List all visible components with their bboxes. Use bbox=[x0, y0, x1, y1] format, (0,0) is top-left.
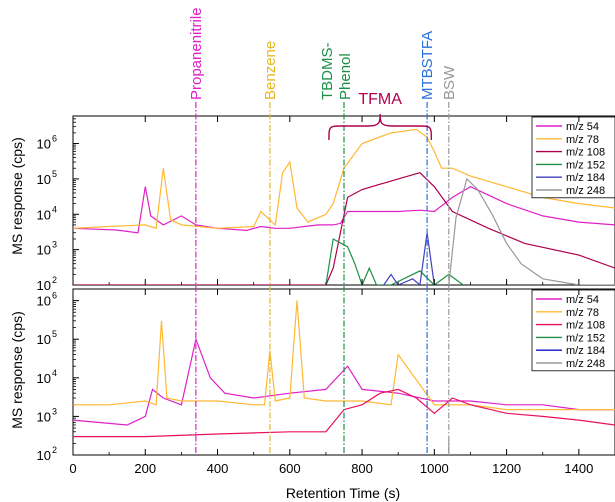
series-line-m-z-54 bbox=[73, 186, 615, 234]
legend-entry: m/z 184 bbox=[566, 345, 605, 357]
x-axis-label: Retention Time (s) bbox=[286, 485, 400, 501]
annotation-label: BSW bbox=[441, 65, 458, 100]
y-tick-label: 106 bbox=[37, 291, 57, 309]
y-tick-label: 103 bbox=[37, 240, 57, 258]
legend-entry: m/z 184 bbox=[566, 172, 605, 184]
legend-entry: m/z 248 bbox=[566, 358, 605, 370]
x-tick-label: 800 bbox=[351, 461, 373, 476]
legend-entry: m/z 78 bbox=[566, 134, 599, 146]
legend-entry: m/z 108 bbox=[566, 320, 605, 332]
annotation-label: MTBSTFA bbox=[419, 31, 436, 100]
y-tick-label: 106 bbox=[37, 134, 57, 152]
y-tick-label: 102 bbox=[37, 445, 57, 463]
y-tick-label: 104 bbox=[37, 368, 57, 386]
y-tick-label: 104 bbox=[37, 204, 57, 222]
series-line-m-z-78 bbox=[73, 128, 615, 230]
x-tick-label: 200 bbox=[134, 461, 156, 476]
x-tick-label: 0 bbox=[69, 461, 76, 476]
annotation-label: Propanenitrile bbox=[188, 7, 205, 100]
legend-box bbox=[531, 116, 615, 199]
x-tick-label: 1000 bbox=[420, 461, 449, 476]
x-tick-label: 600 bbox=[279, 461, 301, 476]
legend-entry: m/z 78 bbox=[566, 307, 599, 319]
legend-entry: m/z 54 bbox=[566, 294, 599, 306]
x-axis: 0 200 400 600 800 1000 1200 1400 bbox=[69, 116, 593, 476]
x-tick-label: 1200 bbox=[492, 461, 521, 476]
legend-entry: m/z 248 bbox=[566, 185, 605, 197]
series-line-m-z-108 bbox=[73, 172, 615, 285]
y-axis-label-bottom: MS response (cps) bbox=[9, 311, 25, 428]
legend-box bbox=[531, 289, 615, 372]
tfma-label: TFMA bbox=[358, 91, 402, 108]
legend-entry: m/z 108 bbox=[566, 147, 605, 159]
x-tick-label: 1400 bbox=[564, 461, 593, 476]
y-tick-label: 105 bbox=[37, 329, 57, 347]
y-axis-label-top: MS response (cps) bbox=[9, 137, 25, 254]
y-tick-label: 103 bbox=[37, 406, 57, 424]
tfma-bracket bbox=[328, 113, 433, 141]
series-line-m-z-108 bbox=[73, 388, 615, 438]
series-line-m-z-248 bbox=[448, 177, 615, 285]
legend-entry: m/z 152 bbox=[566, 159, 605, 171]
x-tick-label: 400 bbox=[207, 461, 229, 476]
legend-entry: m/z 54 bbox=[566, 121, 599, 133]
compound-annotations: Propanenitrile Benzene TBDMS-Phenol MTBSTFA… bbox=[188, 7, 458, 455]
series-line-m-z-152 bbox=[325, 238, 464, 285]
legend-entry: m/z 152 bbox=[566, 332, 605, 344]
annotation-label: TBDMS-Phenol bbox=[319, 43, 354, 101]
annotation-label: Benzene bbox=[262, 41, 279, 100]
y-tick-label: 105 bbox=[37, 169, 57, 187]
